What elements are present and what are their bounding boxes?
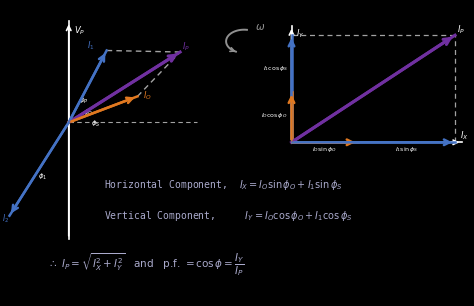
Text: $I_O\sin\phi_O$: $I_O\sin\phi_O$ [312, 145, 337, 154]
Text: $\phi_S$: $\phi_S$ [91, 119, 101, 129]
Text: $\therefore\ I_P = \sqrt{I_X^2 + I_Y^2}$   and   p.f. $=\cos\phi=\dfrac{I_Y}{I_P: $\therefore\ I_P = \sqrt{I_X^2 + I_Y^2}$… [47, 251, 245, 278]
Text: $I_O$: $I_O$ [143, 90, 152, 102]
Text: $\omega$: $\omega$ [255, 22, 265, 32]
Text: Vertical Component,     $I_Y = I_O\cos\phi_O + I_1\cos\phi_S$: Vertical Component, $I_Y = I_O\cos\phi_O… [104, 209, 353, 223]
Text: $I_1\cos\phi_S$: $I_1\cos\phi_S$ [263, 64, 288, 73]
Text: $I_P$: $I_P$ [457, 24, 465, 36]
Text: Horizontal Component,  $I_X = I_O\sin\phi_O + I_1\sin\phi_S$: Horizontal Component, $I_X = I_O\sin\phi… [104, 178, 343, 192]
Text: $I_X$: $I_X$ [460, 130, 468, 142]
Text: $V_P$: $V_P$ [74, 24, 86, 37]
Text: $I_Y$: $I_Y$ [296, 28, 305, 40]
Text: $\phi_P$: $\phi_P$ [79, 95, 89, 106]
Text: $\phi_O$: $\phi_O$ [83, 108, 93, 118]
Text: $I_2$: $I_2$ [2, 212, 9, 225]
Text: $I_P$: $I_P$ [182, 41, 191, 53]
Text: $I_O\cos\phi_O$: $I_O\cos\phi_O$ [261, 111, 288, 120]
Text: $I_1\sin\phi_S$: $I_1\sin\phi_S$ [395, 145, 418, 154]
Text: $\phi_1$: $\phi_1$ [38, 172, 47, 182]
Text: $I_1$: $I_1$ [87, 40, 95, 52]
